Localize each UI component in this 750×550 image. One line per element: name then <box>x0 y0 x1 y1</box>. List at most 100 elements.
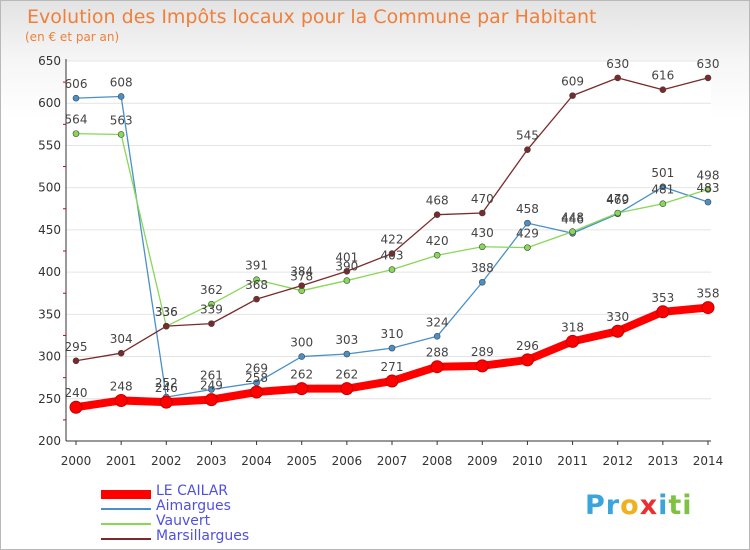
data-point-aimargues <box>704 198 712 206</box>
data-point-le-cailar <box>250 385 264 399</box>
y-tick-label: 600 <box>38 96 61 110</box>
logo-letter: i <box>682 490 693 521</box>
data-label-aimargues: 310 <box>381 327 404 341</box>
data-label-marsillargues: 336 <box>155 305 178 319</box>
logo-letter: P <box>585 490 606 521</box>
legend-item: Vauvert <box>101 513 361 531</box>
data-point-vauvert <box>478 243 486 251</box>
y-tick-label: 550 <box>38 138 61 152</box>
data-label-vauvert: 391 <box>245 259 268 273</box>
data-label-vauvert: 403 <box>381 249 404 263</box>
data-label-vauvert: 390 <box>335 260 358 274</box>
data-label-marsillargues: 609 <box>561 75 584 89</box>
legend-swatch <box>101 538 151 540</box>
data-point-aimargues <box>524 219 531 227</box>
y-tick-label: 450 <box>38 223 61 237</box>
data-point-aimargues <box>72 94 80 102</box>
data-label-le-cailar: 318 <box>561 320 584 334</box>
data-label-vauvert: 362 <box>200 283 223 297</box>
data-point-vauvert <box>524 244 531 251</box>
data-point-le-cailar <box>295 382 309 396</box>
data-label-marsillargues: 295 <box>65 340 88 354</box>
data-label-le-cailar: 240 <box>65 386 88 400</box>
data-point-vauvert <box>343 277 351 284</box>
legend-swatch <box>101 508 151 510</box>
data-point-marsillargues <box>704 74 712 82</box>
y-tick-label: 350 <box>38 307 61 321</box>
legend-item: Aimargues <box>101 498 361 516</box>
data-point-marsillargues <box>433 211 441 218</box>
data-point-marsillargues <box>298 282 306 289</box>
data-point-vauvert <box>117 131 125 138</box>
data-point-le-cailar <box>114 393 128 407</box>
x-tick-label: 2013 <box>648 454 679 468</box>
data-point-le-cailar <box>69 400 83 414</box>
data-point-vauvert <box>208 300 215 308</box>
data-label-le-cailar: 353 <box>651 291 674 305</box>
data-label-vauvert: 564 <box>65 113 88 127</box>
data-point-aimargues <box>478 278 486 286</box>
x-tick-label: 2001 <box>106 454 137 468</box>
data-label-vauvert: 448 <box>561 211 584 225</box>
data-point-aimargues <box>659 183 667 191</box>
data-point-le-cailar <box>204 393 218 407</box>
data-label-marsillargues: 470 <box>471 192 494 206</box>
data-label-marsillargues: 422 <box>381 233 404 247</box>
data-point-le-cailar <box>520 353 534 367</box>
data-label-marsillargues: 468 <box>426 194 449 208</box>
data-label-aimargues: 501 <box>651 166 674 180</box>
data-label-le-cailar: 262 <box>290 368 313 382</box>
data-point-marsillargues <box>524 146 531 153</box>
data-label-vauvert: 498 <box>697 168 720 182</box>
data-label-marsillargues: 630 <box>606 57 629 71</box>
data-label-marsillargues: 616 <box>651 69 674 83</box>
data-point-marsillargues <box>117 349 125 357</box>
data-label-vauvert: 430 <box>471 226 494 240</box>
data-label-aimargues: 269 <box>245 362 268 376</box>
data-point-vauvert <box>388 266 396 273</box>
data-label-aimargues: 483 <box>697 181 720 195</box>
data-label-vauvert: 429 <box>516 227 539 241</box>
data-label-vauvert: 336 <box>155 305 178 319</box>
x-tick-label: 2009 <box>467 454 498 468</box>
data-label-marsillargues: 630 <box>697 57 720 71</box>
x-tick-label: 2007 <box>377 454 408 468</box>
data-label-le-cailar: 248 <box>110 379 133 393</box>
data-label-le-cailar: 262 <box>335 368 358 382</box>
data-label-aimargues: 446 <box>561 212 584 226</box>
data-label-aimargues: 261 <box>200 368 223 382</box>
data-label-marsillargues: 545 <box>516 129 539 143</box>
data-point-vauvert <box>569 228 576 235</box>
data-label-vauvert: 420 <box>426 234 449 248</box>
data-point-le-cailar <box>430 360 444 374</box>
y-tick-label: 400 <box>38 265 61 279</box>
data-point-marsillargues <box>614 74 622 82</box>
y-tick-label: 250 <box>38 392 61 406</box>
chart-legend: LE CAILAR Aimargues Vauvert Marsillargues <box>101 483 361 547</box>
data-point-marsillargues <box>343 267 351 275</box>
x-tick-label: 2011 <box>557 454 588 468</box>
data-label-aimargues: 606 <box>65 77 88 91</box>
data-label-aimargues: 388 <box>471 261 494 275</box>
data-point-le-cailar <box>475 359 489 373</box>
data-point-marsillargues <box>162 322 170 330</box>
logo-letter: t <box>668 490 683 521</box>
x-tick-label: 2003 <box>196 454 227 468</box>
data-point-aimargues <box>343 350 351 358</box>
y-tick-label: 300 <box>38 350 61 364</box>
x-tick-label: 2008 <box>422 454 453 468</box>
data-label-aimargues: 469 <box>606 193 629 207</box>
legend-label: Marsillargues <box>156 528 250 544</box>
logo-letter: x <box>639 490 659 521</box>
data-point-vauvert <box>704 186 712 193</box>
data-label-vauvert: 470 <box>606 192 629 206</box>
data-label-marsillargues: 339 <box>200 303 223 317</box>
data-label-le-cailar: 289 <box>471 345 494 359</box>
data-point-marsillargues <box>72 357 80 365</box>
data-point-aimargues <box>208 386 215 393</box>
x-tick-label: 2004 <box>241 454 272 468</box>
data-label-vauvert: 563 <box>110 113 133 127</box>
y-tick-label: 200 <box>38 434 61 448</box>
x-tick-label: 2012 <box>602 454 633 468</box>
